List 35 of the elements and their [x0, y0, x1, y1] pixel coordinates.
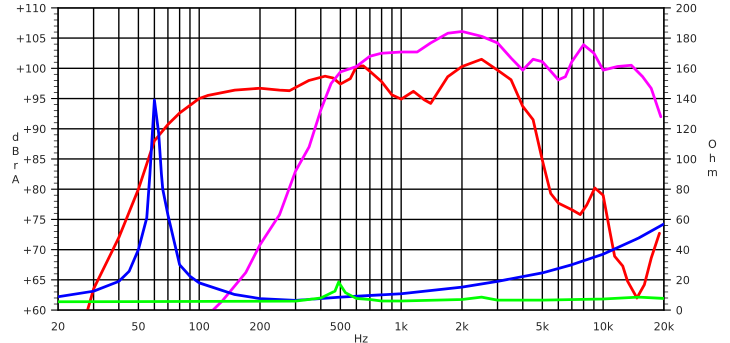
y-tick-label: +75 — [24, 216, 46, 224]
x-tick-label: 2k — [456, 322, 469, 330]
x-tick-label: 20k — [654, 322, 674, 330]
y-tick-label: +65 — [24, 276, 46, 284]
y2-tick-label: 40 — [676, 246, 690, 254]
y2-tick-label: 160 — [676, 64, 696, 73]
y-tick-label: +95 — [24, 94, 46, 103]
y2-tick-label: 120 — [676, 124, 696, 134]
x-tick-label: 5k — [536, 322, 550, 330]
x-tick-label: 20 — [52, 322, 64, 330]
y-tick-label: +105 — [16, 34, 46, 42]
x-tick-label: 200 — [250, 322, 270, 330]
y2-tick-label: 140 — [676, 94, 696, 103]
y-tick-label: +60 — [24, 306, 46, 314]
y2-tick-label: 0 — [676, 306, 682, 314]
y2-tick-label: 20 — [676, 276, 690, 284]
y-tick-label: +85 — [24, 154, 46, 164]
y2-tick-label: 180 — [676, 34, 696, 42]
y-axis-title: dBrA — [12, 132, 20, 184]
x-tick-label: 1k — [396, 322, 408, 330]
y2-tick-label: 200 — [676, 4, 696, 12]
y2-tick-label: 100 — [676, 154, 696, 164]
y2-tick-label: 80 — [676, 185, 690, 194]
x-tick-label: 10k — [594, 322, 614, 330]
x-axis-title: Hz — [354, 334, 368, 342]
x-tick-label: 100 — [190, 322, 210, 330]
y-tick-label: +90 — [24, 124, 46, 134]
y-tick-label: +100 — [16, 64, 46, 73]
y-tick-label: +80 — [24, 185, 46, 194]
y2-tick-label: 60 — [676, 215, 690, 224]
x-tick-label: 50 — [132, 322, 145, 330]
y-tick-label: +110 — [16, 4, 46, 12]
y2-axis-title: Ohm — [708, 140, 717, 176]
y-tick-label: +70 — [24, 246, 46, 254]
x-tick-label: 500 — [330, 322, 350, 330]
